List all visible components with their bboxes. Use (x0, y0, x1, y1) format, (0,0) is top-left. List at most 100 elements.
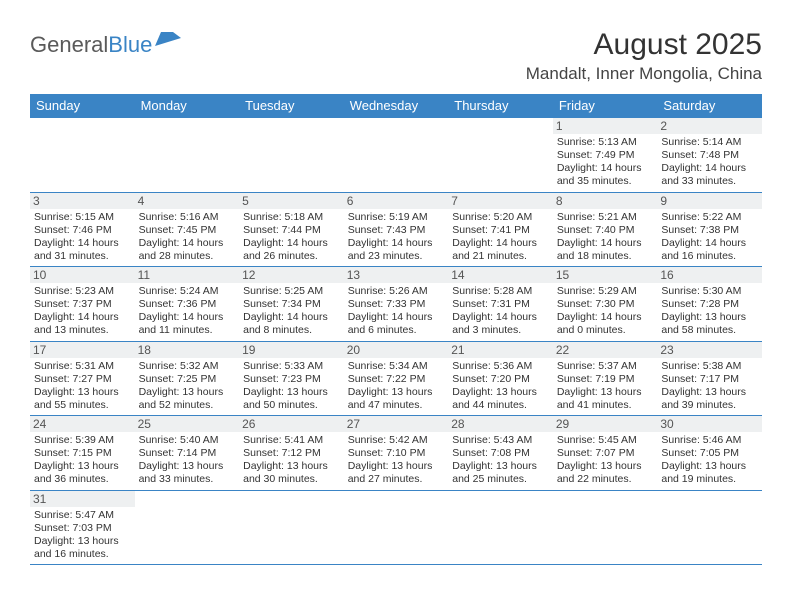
day-cell (448, 490, 553, 565)
day-cell (135, 118, 240, 193)
empty-day (239, 491, 344, 507)
day-cell (344, 490, 449, 565)
day-number: 30 (657, 416, 762, 432)
day-cell (344, 118, 449, 193)
sunset-line: Sunset: 7:38 PM (661, 224, 758, 237)
day-cell: 30Sunrise: 5:46 AMSunset: 7:05 PMDayligh… (657, 416, 762, 491)
day-number: 3 (30, 193, 135, 209)
week-row: 10 Sunrise: 5:23 AMSunset: 7:37 PM Dayligh… (30, 267, 762, 342)
sunrise-line: Sunrise: 5:37 AM (557, 360, 654, 373)
sunrise-line: Sunrise: 5:30 AM (661, 285, 758, 298)
day-cell: 17Sunrise: 5:31 AMSunset: 7:27 PMDayligh… (30, 341, 135, 416)
daylight-line: Daylight: 14 hours and 28 minutes. (139, 237, 236, 263)
sunset-line: Sunset: 7:14 PM (139, 447, 236, 460)
day-number: 22 (553, 342, 658, 358)
page-header: GeneralBlue August 2025 Mandalt, Inner M… (30, 28, 762, 84)
day-number: 14 (448, 267, 553, 283)
sunrise-line: Sunrise: 5:15 AM (34, 211, 131, 224)
sunset-line: Sunset: 7:12 PM (243, 447, 340, 460)
day-number: 8 (553, 193, 658, 209)
sunrise-line: Sunrise: 5:14 AM (661, 136, 758, 149)
daylight-line: Daylight: 14 hours and 26 minutes. (243, 237, 340, 263)
day-number: 17 (30, 342, 135, 358)
sunset-line: Sunset: 7:41 PM (452, 224, 549, 237)
sunrise-line: Sunrise: 5:40 AM (139, 434, 236, 447)
sunset-line: Sunset: 7:25 PM (139, 373, 236, 386)
day-number: 11 (135, 267, 240, 283)
day-number: 26 (239, 416, 344, 432)
sunset-line: Sunset: 7:46 PM (34, 224, 131, 237)
day-cell: 5Sunrise: 5:18 AMSunset: 7:44 PMDaylight… (239, 192, 344, 267)
sunset-line: Sunset: 7:28 PM (661, 298, 758, 311)
day-cell (553, 490, 658, 565)
day-cell: 20Sunrise: 5:34 AMSunset: 7:22 PMDayligh… (344, 341, 449, 416)
daylight-line: Daylight: 13 hours and 55 minutes. (34, 386, 131, 412)
flag-icon (155, 30, 181, 56)
sunrise-line: Sunrise: 5:31 AM (34, 360, 131, 373)
daylight-line: Daylight: 14 hours and 11 minutes. (139, 311, 236, 337)
sunrise-line: Sunrise: 5:26 AM (348, 285, 445, 298)
sunrise-line: Sunrise: 5:21 AM (557, 211, 654, 224)
sunrise-line: Sunrise: 5:41 AM (243, 434, 340, 447)
day-number: 31 (30, 491, 135, 507)
sunset-line: Sunset: 7:44 PM (243, 224, 340, 237)
sunset-line: Sunset: 7:43 PM (348, 224, 445, 237)
week-row: 31Sunrise: 5:47 AMSunset: 7:03 PMDayligh… (30, 490, 762, 565)
sunrise-line: Sunrise: 5:20 AM (452, 211, 549, 224)
day-cell (657, 490, 762, 565)
sunrise-line: Sunrise: 5:42 AM (348, 434, 445, 447)
sunset-line: Sunset: 7:05 PM (661, 447, 758, 460)
sunset-line: Sunset: 7:37 PM (34, 298, 131, 311)
day-number: 9 (657, 193, 762, 209)
daylight-line: Daylight: 14 hours and 21 minutes. (452, 237, 549, 263)
sunrise-line: Sunrise: 5:28 AM (452, 285, 549, 298)
week-row: 24Sunrise: 5:39 AMSunset: 7:15 PMDayligh… (30, 416, 762, 491)
day-number: 6 (344, 193, 449, 209)
daylight-line: Daylight: 14 hours and 0 minutes. (557, 311, 654, 337)
day-cell: 21Sunrise: 5:36 AMSunset: 7:20 PMDayligh… (448, 341, 553, 416)
sunset-line: Sunset: 7:19 PM (557, 373, 654, 386)
day-cell: 23Sunrise: 5:38 AMSunset: 7:17 PMDayligh… (657, 341, 762, 416)
day-number: 20 (344, 342, 449, 358)
empty-day (344, 491, 449, 507)
day-number: 10 (30, 267, 135, 283)
empty-day (135, 491, 240, 507)
sunrise-line: Sunrise: 5:19 AM (348, 211, 445, 224)
day-number: 12 (239, 267, 344, 283)
day-header-row: Sunday Monday Tuesday Wednesday Thursday… (30, 94, 762, 118)
daylight-line: Daylight: 14 hours and 3 minutes. (452, 311, 549, 337)
day-number: 25 (135, 416, 240, 432)
daylight-line: Daylight: 14 hours and 16 minutes. (661, 237, 758, 263)
day-cell: 3Sunrise: 5:15 AMSunset: 7:46 PMDaylight… (30, 192, 135, 267)
empty-day (344, 118, 449, 134)
daylight-line: Daylight: 13 hours and 50 minutes. (243, 386, 340, 412)
day-number: 2 (657, 118, 762, 134)
daylight-line: Daylight: 14 hours and 18 minutes. (557, 237, 654, 263)
daylight-line: Daylight: 13 hours and 41 minutes. (557, 386, 654, 412)
day-cell: 25Sunrise: 5:40 AMSunset: 7:14 PMDayligh… (135, 416, 240, 491)
sunrise-line: Sunrise: 5:16 AM (139, 211, 236, 224)
daylight-line: Daylight: 13 hours and 19 minutes. (661, 460, 758, 486)
day-number: 21 (448, 342, 553, 358)
sunrise-line: Sunrise: 5:22 AM (661, 211, 758, 224)
day-header: Monday (135, 94, 240, 118)
day-number: 5 (239, 193, 344, 209)
day-cell: 26Sunrise: 5:41 AMSunset: 7:12 PMDayligh… (239, 416, 344, 491)
day-cell: 16Sunrise: 5:30 AMSunset: 7:28 PMDayligh… (657, 267, 762, 342)
day-cell: 19Sunrise: 5:33 AMSunset: 7:23 PMDayligh… (239, 341, 344, 416)
empty-day (135, 118, 240, 134)
sunset-line: Sunset: 7:48 PM (661, 149, 758, 162)
daylight-line: Daylight: 13 hours and 44 minutes. (452, 386, 549, 412)
day-cell: 1Sunrise: 5:13 AMSunset: 7:49 PMDaylight… (553, 118, 658, 193)
day-cell: 28Sunrise: 5:43 AMSunset: 7:08 PMDayligh… (448, 416, 553, 491)
day-cell (448, 118, 553, 193)
day-cell: 29Sunrise: 5:45 AMSunset: 7:07 PMDayligh… (553, 416, 658, 491)
daylight-line: Daylight: 14 hours and 6 minutes. (348, 311, 445, 337)
sunrise-line: Sunrise: 5:23 AM (34, 285, 131, 298)
day-number: 23 (657, 342, 762, 358)
day-cell: 8Sunrise: 5:21 AMSunset: 7:40 PMDaylight… (553, 192, 658, 267)
sunrise-line: Sunrise: 5:29 AM (557, 285, 654, 298)
sunset-line: Sunset: 7:10 PM (348, 447, 445, 460)
day-header: Thursday (448, 94, 553, 118)
day-cell: 31Sunrise: 5:47 AMSunset: 7:03 PMDayligh… (30, 490, 135, 565)
